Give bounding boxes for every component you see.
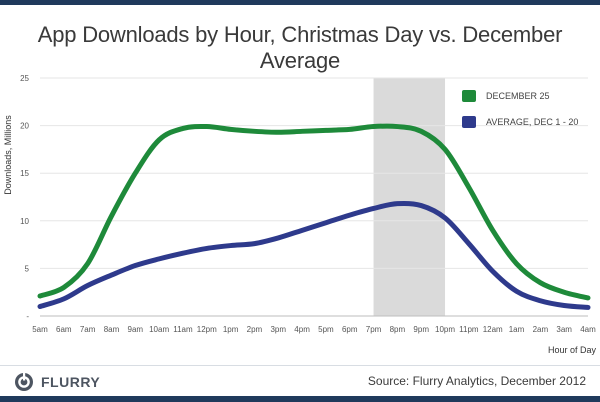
chart-title: App Downloads by Hour, Christmas Day vs.… bbox=[37, 22, 563, 73]
y-tick-label: 10 bbox=[20, 217, 29, 226]
x-axis-title: Hour of Day bbox=[548, 345, 597, 355]
x-tick-label: 8am bbox=[104, 325, 120, 334]
x-tick-label: 1am bbox=[509, 325, 525, 334]
x-tick-label: 2pm bbox=[247, 325, 263, 334]
x-tick-label: 2am bbox=[533, 325, 549, 334]
legend-swatch-2 bbox=[462, 116, 476, 128]
x-tick-label: 3pm bbox=[270, 325, 286, 334]
x-tick-label: 10am bbox=[149, 325, 169, 334]
highlight-band bbox=[373, 78, 446, 316]
x-tick-label: 11am bbox=[173, 325, 193, 334]
footer: FLURRY Source: Flurry Analytics, Decembe… bbox=[0, 365, 600, 397]
x-tick-label: 11pm bbox=[459, 325, 479, 334]
brand: FLURRY bbox=[14, 372, 100, 392]
x-tick-label: 12am bbox=[483, 325, 503, 334]
legend-swatch-1 bbox=[462, 90, 476, 102]
x-tick-label: 9am bbox=[128, 325, 144, 334]
x-tick-label: 12pm bbox=[197, 325, 217, 334]
x-tick-label: 5am bbox=[32, 325, 48, 334]
x-tick-label: 6am bbox=[56, 325, 72, 334]
legend-label-2: AVERAGE, DEC 1 - 20 bbox=[486, 117, 578, 127]
series-line-1 bbox=[37, 123, 591, 301]
x-tick-label: 4pm bbox=[294, 325, 310, 334]
x-tick-label: 8pm bbox=[390, 325, 406, 334]
x-tick-label: 6pm bbox=[342, 325, 358, 334]
y-axis-title: Downloads, Millions bbox=[3, 115, 13, 195]
y-tick-label: 15 bbox=[20, 169, 29, 178]
line-chart: - 5 10 15 20 25 5am 6am 7am 8am 9am 10am 11am 12pm 1pm… bbox=[3, 74, 597, 355]
bottom-bar bbox=[0, 396, 600, 402]
y-tick-label: - bbox=[26, 312, 29, 321]
brand-name: FLURRY bbox=[41, 374, 101, 390]
x-tick-label: 7pm bbox=[366, 325, 382, 334]
top-bar bbox=[0, 0, 600, 5]
source-text: Source: Flurry Analytics, December 2012 bbox=[367, 374, 586, 388]
x-tick-label: 4am bbox=[580, 325, 596, 334]
y-tick-label: 25 bbox=[20, 74, 29, 83]
x-tick-label: 3am bbox=[556, 325, 572, 334]
y-tick-label: 5 bbox=[25, 264, 30, 273]
x-tick-label: 10pm bbox=[435, 325, 455, 334]
flurry-logo-icon bbox=[15, 372, 33, 391]
x-tick-label: 7am bbox=[80, 325, 96, 334]
series-line-2 bbox=[37, 200, 591, 310]
x-tick-label: 1pm bbox=[223, 325, 239, 334]
legend-label-1: DECEMBER 25 bbox=[486, 91, 550, 101]
x-tick-label: 9pm bbox=[413, 325, 429, 334]
y-tick-label: 20 bbox=[20, 122, 29, 131]
x-tick-label: 5pm bbox=[318, 325, 334, 334]
